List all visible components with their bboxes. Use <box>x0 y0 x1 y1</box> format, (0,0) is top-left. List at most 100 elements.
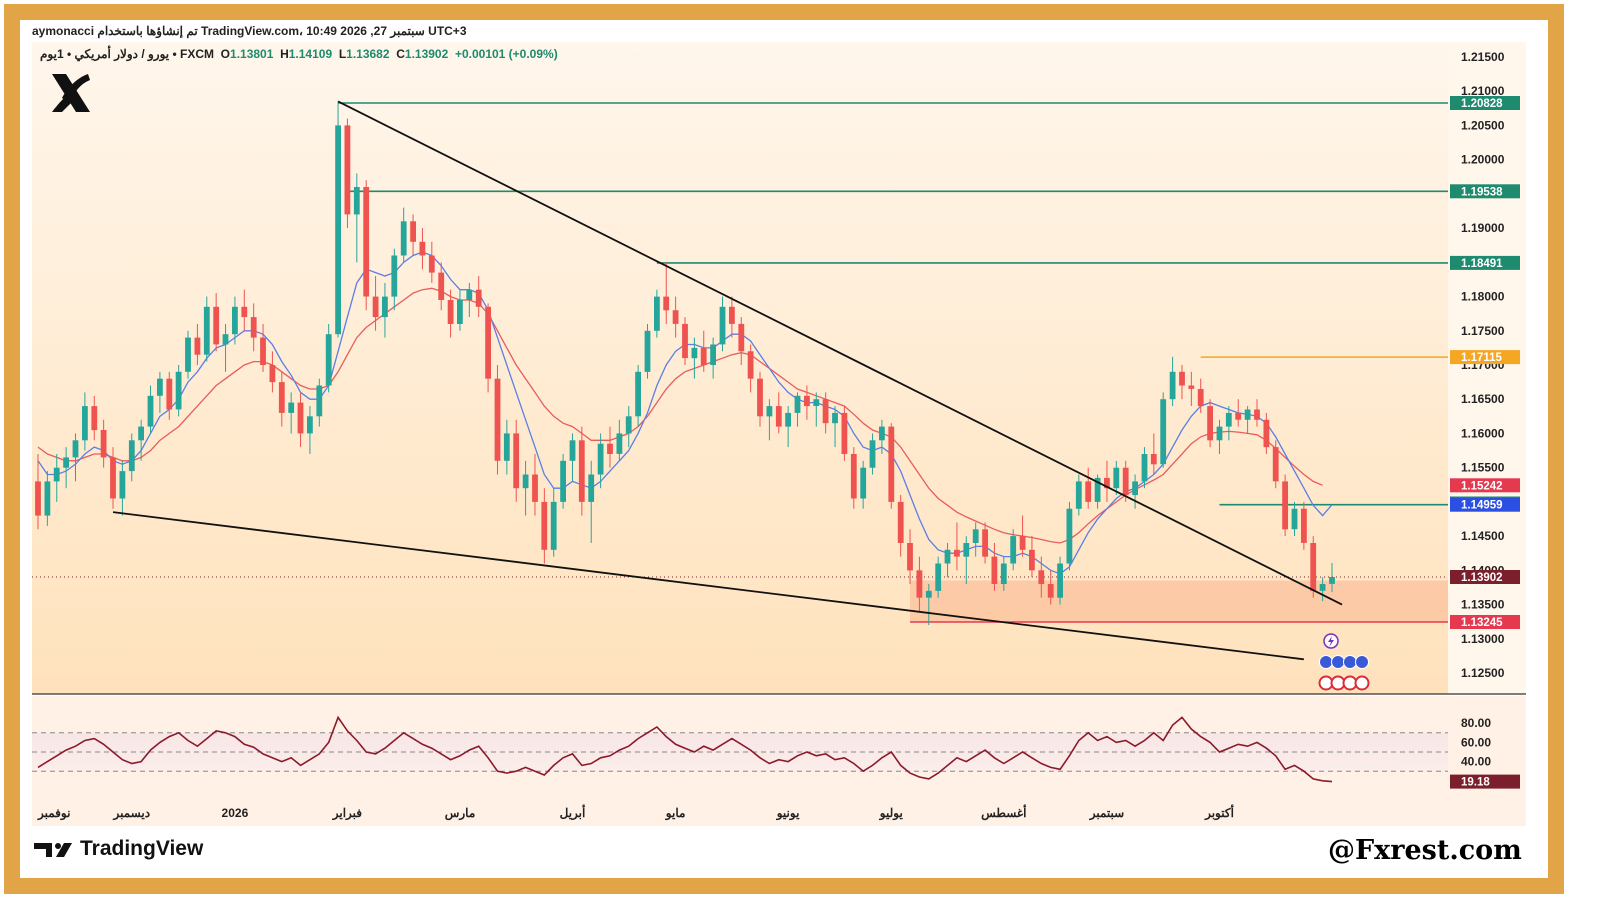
candle[interactable] <box>353 173 360 263</box>
candle[interactable] <box>1113 460 1120 496</box>
candle[interactable] <box>1122 460 1129 502</box>
price-tag[interactable]: 1.20828 <box>1450 96 1520 110</box>
support-zone[interactable] <box>910 580 1448 623</box>
lower-trendline[interactable] <box>112 511 1304 661</box>
candle[interactable] <box>147 385 154 434</box>
candle[interactable] <box>944 542 951 578</box>
candle[interactable] <box>466 282 473 318</box>
candle[interactable] <box>550 488 557 557</box>
candle[interactable] <box>166 371 173 420</box>
candle[interactable] <box>278 371 285 427</box>
candle[interactable] <box>1000 556 1007 591</box>
candle[interactable] <box>175 365 182 417</box>
candle[interactable] <box>1244 406 1251 434</box>
price-tag[interactable]: 1.13245 <box>1450 615 1520 629</box>
candle[interactable] <box>372 276 379 331</box>
candle[interactable] <box>457 289 463 331</box>
candle[interactable] <box>710 337 716 379</box>
candle[interactable] <box>288 392 295 434</box>
candle[interactable] <box>475 276 482 318</box>
candle[interactable] <box>1169 356 1176 407</box>
candle[interactable] <box>672 296 679 338</box>
candle[interactable] <box>128 433 135 482</box>
candle[interactable] <box>35 453 41 530</box>
candle[interactable] <box>616 419 623 461</box>
candle[interactable] <box>185 330 191 379</box>
candle[interactable] <box>138 419 144 461</box>
event-markers[interactable] <box>1318 633 1370 691</box>
price-tag[interactable]: 1.14959 <box>1450 497 1520 512</box>
candle[interactable] <box>250 303 257 352</box>
rsi-line[interactable] <box>37 715 1333 783</box>
candle[interactable] <box>63 447 69 489</box>
candle[interactable] <box>1019 515 1026 557</box>
candle[interactable] <box>569 433 576 482</box>
price-tag[interactable]: 1.13902 <box>1450 570 1520 584</box>
candle[interactable] <box>110 447 116 509</box>
candle[interactable] <box>1132 474 1138 509</box>
candle[interactable] <box>363 180 370 311</box>
candle[interactable] <box>935 556 942 598</box>
candle[interactable] <box>494 365 501 475</box>
candle[interactable] <box>513 419 520 502</box>
candle[interactable] <box>241 289 248 331</box>
eu-flag-icon[interactable] <box>1331 655 1345 669</box>
eu-flag-icon[interactable] <box>1319 655 1333 669</box>
candle[interactable] <box>607 426 613 468</box>
candle[interactable] <box>447 289 454 338</box>
candle[interactable] <box>1291 501 1298 537</box>
candle[interactable] <box>963 536 970 585</box>
candle[interactable] <box>1104 460 1110 502</box>
candle[interactable] <box>850 447 857 509</box>
candle[interactable] <box>1038 556 1045 598</box>
candle[interactable] <box>578 426 585 516</box>
candle[interactable] <box>1094 474 1101 509</box>
candle[interactable] <box>119 460 126 516</box>
candle[interactable] <box>1066 501 1073 571</box>
candle[interactable] <box>1301 501 1307 550</box>
candle[interactable] <box>1254 399 1260 427</box>
tradingview-brand[interactable]: TradingView <box>80 837 204 860</box>
candle[interactable] <box>663 262 670 324</box>
candle[interactable] <box>1160 392 1167 468</box>
candle[interactable] <box>691 337 698 379</box>
candle[interactable] <box>297 392 304 448</box>
candle[interactable] <box>203 296 210 362</box>
candle[interactable] <box>503 419 510 475</box>
author-name[interactable]: aymonacci <box>32 24 95 38</box>
candle[interactable] <box>82 392 88 451</box>
candle[interactable] <box>841 406 848 461</box>
eu-flag-icon[interactable] <box>1355 655 1369 669</box>
candle[interactable] <box>560 453 566 509</box>
candle[interactable] <box>1179 365 1185 400</box>
candle[interactable] <box>1263 412 1270 454</box>
candle[interactable] <box>522 460 529 516</box>
candle[interactable] <box>588 460 595 543</box>
candle[interactable] <box>1272 440 1279 489</box>
us-flag-icon[interactable] <box>1354 675 1370 691</box>
candle[interactable] <box>438 262 445 311</box>
candle[interactable] <box>485 303 491 393</box>
candle[interactable] <box>785 406 791 448</box>
candle[interactable] <box>832 406 838 448</box>
candle[interactable] <box>157 371 163 413</box>
candle[interactable] <box>307 406 313 454</box>
candle[interactable] <box>719 296 726 352</box>
candle[interactable] <box>597 433 604 489</box>
candle[interactable] <box>232 296 238 345</box>
candle[interactable] <box>1329 562 1335 593</box>
candle[interactable] <box>428 241 435 283</box>
candle[interactable] <box>625 406 632 448</box>
candle[interactable] <box>1141 447 1148 489</box>
candle[interactable] <box>400 207 407 263</box>
candle[interactable] <box>532 453 538 516</box>
candle[interactable] <box>925 584 932 626</box>
candle[interactable] <box>860 460 867 509</box>
upper-trendline[interactable] <box>337 100 1343 606</box>
candle[interactable] <box>1085 467 1092 509</box>
candle[interactable] <box>654 289 660 338</box>
price-tag[interactable]: 1.15242 <box>1450 478 1520 493</box>
candle[interactable] <box>729 296 735 338</box>
candle[interactable] <box>888 423 895 509</box>
